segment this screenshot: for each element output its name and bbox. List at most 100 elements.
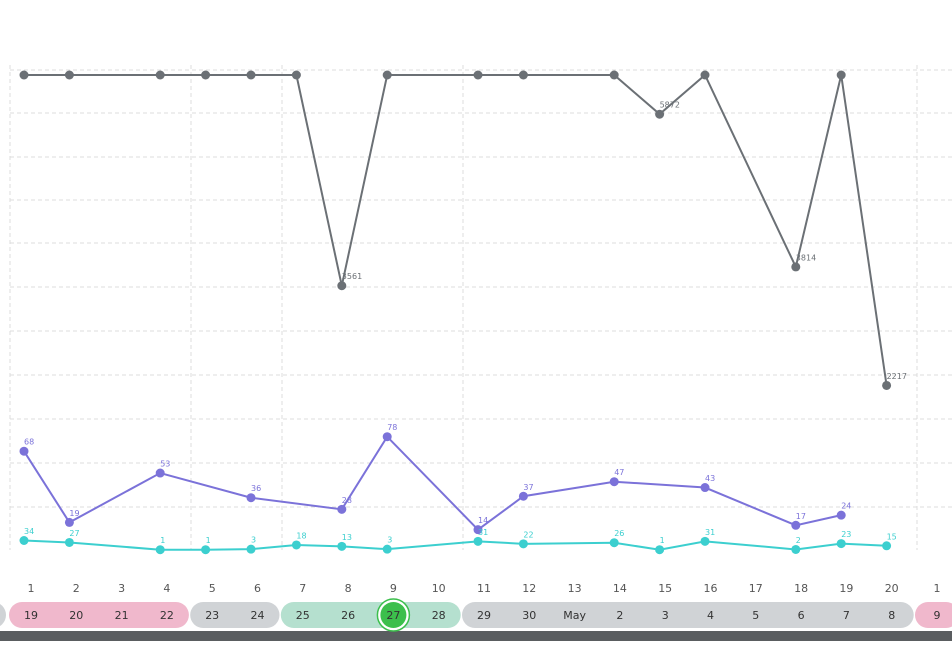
data-point — [700, 70, 710, 80]
column-label: 13 — [568, 582, 582, 595]
data-point — [337, 281, 347, 291]
date-label[interactable]: 26 — [341, 609, 355, 622]
data-point — [155, 545, 165, 555]
date-label[interactable]: May — [563, 609, 586, 622]
date-label[interactable]: 5 — [752, 609, 759, 622]
date-label[interactable]: 21 — [115, 609, 129, 622]
series-line — [24, 73, 888, 386]
data-point — [291, 540, 301, 550]
data-label: 2 — [796, 536, 801, 545]
data-label: 3561 — [342, 272, 362, 281]
date-label[interactable]: 9 — [934, 609, 941, 622]
data-point — [836, 539, 846, 549]
data-point — [518, 70, 528, 80]
date-group-pill — [9, 602, 189, 628]
data-label: 1 — [206, 536, 211, 545]
date-group-pill — [280, 602, 461, 628]
data-label: 18 — [296, 531, 306, 540]
data-label: 28 — [342, 496, 352, 505]
data-label: 47 — [614, 468, 624, 477]
data-point — [382, 544, 392, 554]
date-label[interactable]: 29 — [477, 609, 491, 622]
data-point — [836, 510, 846, 520]
column-label: 3 — [118, 582, 125, 595]
data-label: 37 — [523, 483, 533, 492]
data-label: 43 — [705, 474, 715, 483]
date-label[interactable]: 8 — [888, 609, 895, 622]
data-point — [155, 468, 165, 478]
data-point — [473, 70, 483, 80]
data-label: 22 — [523, 530, 533, 539]
data-label: 1 — [660, 536, 665, 545]
column-label: 16 — [704, 582, 718, 595]
data-point — [337, 541, 347, 551]
column-label: 14 — [613, 582, 627, 595]
data-point — [246, 70, 256, 80]
data-point — [201, 545, 211, 555]
data-label: 31 — [705, 528, 715, 537]
column-label: 6 — [254, 582, 261, 595]
date-label[interactable]: 24 — [251, 609, 265, 622]
data-point — [64, 70, 74, 80]
data-label: 24 — [841, 502, 851, 511]
data-label: 5872 — [660, 101, 680, 110]
data-point — [155, 70, 165, 80]
data-point — [19, 536, 29, 545]
data-label: 53 — [160, 460, 170, 469]
date-label[interactable]: 4 — [707, 609, 714, 622]
column-label: 1 — [934, 582, 941, 595]
date-label[interactable]: 7 — [843, 609, 850, 622]
series-line — [23, 539, 887, 551]
column-label: 18 — [794, 582, 808, 595]
data-point — [201, 70, 211, 80]
date-label[interactable]: 22 — [160, 609, 174, 622]
data-label: 2217 — [887, 372, 907, 381]
data-point — [791, 520, 801, 530]
data-label: 26 — [614, 529, 624, 538]
date-label[interactable]: 25 — [296, 609, 310, 622]
date-label[interactable]: 19 — [24, 609, 38, 622]
date-label[interactable]: 27 — [386, 609, 400, 622]
column-label: 9 — [390, 582, 397, 595]
date-group-pill — [915, 602, 952, 628]
data-label: 3814 — [796, 253, 816, 262]
data-point — [291, 70, 301, 80]
column-label: 20 — [885, 582, 899, 595]
data-label: 17 — [796, 512, 806, 521]
date-label[interactable]: 23 — [205, 609, 219, 622]
column-label: 10 — [432, 582, 446, 595]
column-label: 11 — [477, 582, 491, 595]
date-pill-partial — [0, 604, 6, 626]
grid — [9, 65, 952, 550]
date-label[interactable]: 6 — [798, 609, 805, 622]
date-label[interactable]: 2 — [616, 609, 623, 622]
data-point — [609, 70, 619, 80]
data-point — [382, 70, 392, 80]
data-point — [791, 262, 801, 272]
data-point — [655, 109, 665, 119]
column-label: 17 — [749, 582, 763, 595]
column-label: 4 — [163, 582, 170, 595]
data-label: 13 — [342, 533, 352, 542]
date-label[interactable]: 3 — [662, 609, 669, 622]
data-point — [337, 504, 347, 514]
column-label: 5 — [209, 582, 216, 595]
column-label: 19 — [839, 582, 853, 595]
data-point — [473, 536, 483, 546]
data-point — [836, 70, 846, 80]
data-label: 36 — [251, 484, 261, 493]
date-label[interactable]: 20 — [69, 609, 83, 622]
data-point — [609, 538, 619, 548]
data-point — [609, 477, 619, 487]
date-label[interactable]: 30 — [522, 609, 536, 622]
data-label: 14 — [478, 516, 488, 525]
data-point — [655, 545, 665, 555]
data-label: 31 — [478, 528, 488, 537]
data-label: 78 — [387, 423, 397, 432]
selected-date — [380, 602, 407, 628]
column-label: 7 — [299, 582, 306, 595]
data-point — [19, 446, 29, 456]
data-point — [64, 537, 74, 547]
date-label[interactable]: 28 — [432, 609, 446, 622]
